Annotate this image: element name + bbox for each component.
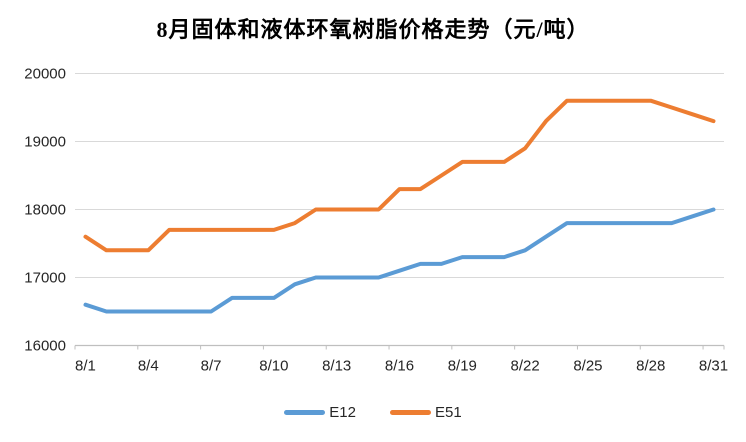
x-axis-label: 8/13 [322, 358, 351, 375]
y-axis-label: 16000 [24, 338, 66, 355]
legend-swatch-e12 [284, 410, 326, 415]
y-axis-label: 17000 [24, 270, 66, 287]
legend-item-e12: E12 [284, 405, 356, 420]
x-axis-label: 8/31 [699, 358, 728, 375]
legend-label-e51: E51 [435, 404, 462, 421]
x-axis-label: 8/25 [573, 358, 602, 375]
y-axis-label: 19000 [24, 134, 66, 151]
x-axis-label: 8/19 [448, 358, 477, 375]
y-axis-label: 20000 [24, 66, 66, 83]
series-line-e12 [83, 207, 716, 314]
x-axis-label: 8/22 [511, 358, 540, 375]
y-axis-label: 18000 [24, 202, 66, 219]
x-axis-label: 8/16 [385, 358, 414, 375]
x-axis-label: 8/4 [138, 358, 159, 375]
legend-swatch-e51 [390, 410, 431, 415]
x-axis-label: 8/7 [201, 358, 222, 375]
legend-item-e51: E51 [390, 405, 462, 420]
x-axis-label: 8/28 [636, 358, 665, 375]
series-line-e51 [83, 98, 716, 253]
legend-label-e12: E12 [329, 404, 356, 421]
chart-title: 8月固体和液体环氧树脂价格走势（元/吨） [156, 17, 590, 42]
legend: E12 E51 [0, 405, 746, 420]
x-axis-label: 8/1 [75, 358, 96, 375]
x-axis-label: 8/10 [259, 358, 288, 375]
